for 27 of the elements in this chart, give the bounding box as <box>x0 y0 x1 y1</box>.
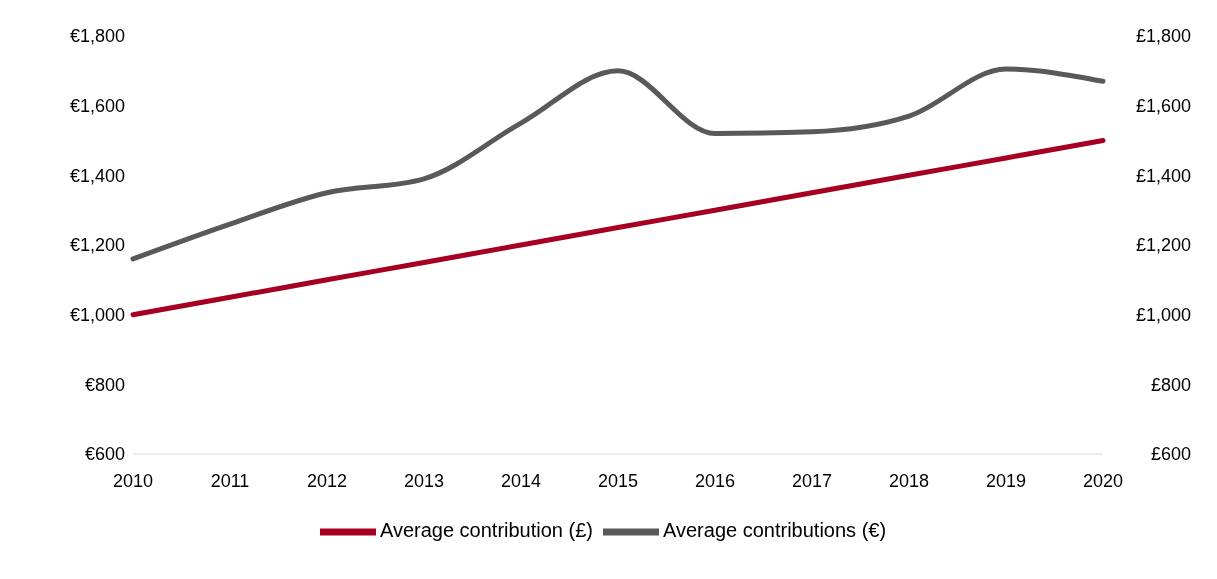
y-tick-label: €600 <box>84 444 125 465</box>
x-tick-label: 2019 <box>985 470 1027 491</box>
y2-tick-label: £1,000 <box>1135 305 1191 326</box>
y2-tick-label: £1,400 <box>1135 165 1191 186</box>
x-tick-label: 2015 <box>597 470 639 491</box>
y2-tick-label: £800 <box>1150 374 1191 395</box>
y2-tick-label: £1,200 <box>1135 235 1191 256</box>
y-tick-label: €1,400 <box>69 165 125 186</box>
x-tick-label: 2010 <box>112 470 154 491</box>
y2-tick-label: £1,800 <box>1135 26 1191 47</box>
y-tick-label: €800 <box>84 374 125 395</box>
x-tick-label: 2012 <box>306 470 348 491</box>
y-tick-label: €1,800 <box>69 26 125 47</box>
legend-label: Average contributions (€) <box>663 519 887 542</box>
x-tick-label: 2011 <box>210 470 250 491</box>
x-tick-label: 2017 <box>791 470 833 491</box>
y-tick-label: €1,200 <box>69 235 125 256</box>
legend-label: Average contribution (£) <box>379 519 593 542</box>
y-tick-label: €1,000 <box>69 305 125 326</box>
x-tick-label: 2016 <box>694 470 736 491</box>
x-tick-label: 2013 <box>403 470 445 491</box>
x-tick-label: 2020 <box>1082 470 1124 491</box>
y-tick-label: €1,600 <box>69 96 125 117</box>
y2-tick-label: £1,600 <box>1135 96 1191 117</box>
x-tick-label: 2014 <box>500 470 542 491</box>
x-tick-label: 2018 <box>888 470 930 491</box>
y2-tick-label: £600 <box>1150 444 1191 465</box>
